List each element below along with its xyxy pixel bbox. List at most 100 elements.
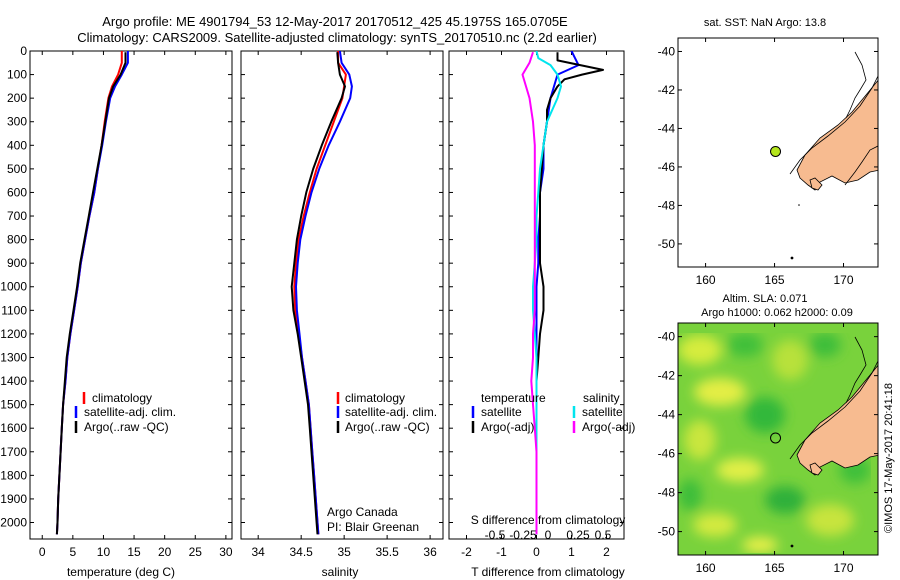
map-y-tick-label: -50: [658, 525, 676, 539]
island-dot: [790, 256, 794, 260]
y-tick-label: 400: [7, 138, 27, 152]
y-tick-label: 1400: [0, 374, 27, 388]
salinity-x-axis: 34 34.5 35 35.5 36: [252, 51, 437, 559]
imos-side-label: ©IMOS 17-May-2017 20:41:18: [883, 383, 895, 533]
map-y-tick-label: -48: [658, 486, 676, 500]
y-tick-label: 1500: [0, 398, 27, 412]
x-tick-label: 20: [158, 545, 172, 559]
map-y-tick-label: -46: [658, 160, 676, 174]
difference-top-xlabel: S difference from climatology: [471, 513, 626, 527]
y-tick-label: 1200: [0, 327, 27, 341]
y-tick-label: 200: [7, 91, 27, 105]
map-y-tick-label: -44: [658, 408, 676, 422]
x-tick-label: 0: [39, 545, 46, 559]
shelf-contour-north: [845, 51, 867, 119]
figure-subtitle: Climatology: CARS2009. Satellite-adjuste…: [77, 30, 597, 45]
sst-map-land: [789, 51, 878, 260]
y-tick-label: 1900: [0, 492, 27, 506]
y-tick-label: 900: [7, 256, 27, 270]
x-tick-label: -2: [461, 545, 472, 559]
x-tick-label: 35.5: [375, 545, 399, 559]
temperature-panel: 0100200300400500600700800900100011001200…: [0, 44, 233, 579]
shelf-contour-east: [844, 145, 878, 186]
map-x-tick-label: 170: [834, 273, 854, 287]
y-tick-label: 1700: [0, 445, 27, 459]
map-x-tick-label: 165: [765, 561, 785, 575]
salinity-axes-frame: [240, 50, 444, 540]
top-tick-label: -0.25: [509, 528, 537, 542]
legend-label-climatology: climatology: [345, 391, 405, 405]
depth-axis: 0 100 200 300 400 500 600 700 800 900 1000 1100 1200…: [0, 44, 232, 529]
legend-header-salinity: salinity: [583, 391, 620, 405]
y-tick-label: 1300: [0, 350, 27, 364]
difference-x-axis: -2 -1 0 1 2: [461, 51, 610, 559]
x-tick-label: 1: [568, 545, 575, 559]
map-x-tick-label: 160: [696, 273, 716, 287]
salinity-xlabel: salinity: [322, 565, 359, 579]
map-y-tick-label: -50: [658, 237, 676, 251]
temperature-series: [55, 51, 129, 535]
y-tick-label: 2000: [0, 515, 27, 529]
x-tick-label: 5: [70, 545, 77, 559]
top-tick-label: 0: [545, 528, 552, 542]
difference-legend: temperature salinity satellite Argo(-adj…: [471, 391, 635, 434]
shelf-contour-north: [845, 336, 867, 404]
legend-label-t-argo: Argo(-adj): [481, 420, 534, 434]
x-tick-label: 36: [423, 545, 437, 559]
salinity-legend: climatology satellite-adj. clim. Argo(..…: [336, 391, 437, 434]
map-x-tick-label: 160: [696, 561, 716, 575]
map-y-tick-label: -40: [658, 44, 676, 58]
shelf-contour-west: [789, 360, 878, 460]
temperature-xlabel: temperature (deg C): [67, 565, 175, 579]
map-y-tick-label: -42: [658, 83, 676, 97]
map-y-tick-label: -40: [658, 330, 676, 344]
sla-field-blobs: [678, 333, 871, 553]
salinity-series: [290, 51, 353, 535]
island-dot: [790, 544, 794, 548]
legend-label-s-satellite: satellite: [582, 405, 623, 419]
y-tick-label: 0: [20, 44, 27, 58]
legend-header-temperature: temperature: [481, 391, 546, 405]
sst-map: sat. SST: NaN Argo: 13.8 160 165 170 -40 -42…: [658, 17, 879, 287]
legend-label-satellite: satellite-adj. clim.: [345, 405, 437, 419]
x-tick-label: 10: [97, 545, 111, 559]
top-tick-label: 0.5: [595, 528, 612, 542]
map-x-tick-label: 165: [765, 273, 785, 287]
x-tick-label: 34: [252, 545, 266, 559]
map-y-tick-label: -44: [658, 121, 676, 135]
salinity-note-2: PI: Blair Greenan: [327, 520, 419, 534]
argo-profile-marker: [770, 145, 782, 157]
difference-depth-ticks: [449, 50, 624, 523]
x-tick-label: 35: [337, 545, 351, 559]
legend-label-s-argo: Argo(-adj): [582, 420, 635, 434]
y-tick-label: 800: [7, 233, 27, 247]
sst-map-frame: [677, 37, 879, 268]
difference-panel: -2 -1 0 1 2 temperature salinity satellite A…: [448, 50, 635, 579]
legend-label-t-satellite: satellite: [481, 405, 522, 419]
shelf-contour-west: [789, 75, 878, 175]
legend-label-argo: Argo(..raw -QC): [345, 420, 430, 434]
map-y-tick-label: -42: [658, 369, 676, 383]
salinity-difference-ticks: -0.5 -0.25 0 0.25 0.5: [485, 528, 612, 542]
x-tick-label: 15: [127, 545, 141, 559]
temperature-axes-frame: [29, 50, 233, 540]
series-line: [290, 52, 346, 535]
y-tick-label: 1000: [0, 280, 27, 294]
difference-xlabel: T difference from climatology: [471, 565, 625, 579]
argo-profile-marker: [770, 432, 782, 444]
y-tick-label: 700: [7, 209, 27, 223]
salinity-depth-ticks: [241, 50, 443, 523]
top-tick-label: 0.25: [566, 528, 590, 542]
y-tick-label: 500: [7, 162, 27, 176]
x-tick-label: 30: [219, 545, 233, 559]
sst-map-axes: 160 165 170 -40 -42 -44 -46 -48 -50: [658, 38, 878, 287]
y-tick-label: 600: [7, 185, 27, 199]
x-tick-label: 0: [533, 545, 540, 559]
y-tick-label: 100: [7, 68, 27, 82]
legend-label-climatology: climatology: [92, 391, 152, 405]
map-x-tick-label: 170: [834, 561, 854, 575]
y-tick-label: 300: [7, 115, 27, 129]
y-tick-label: 1100: [1, 303, 27, 317]
series-line: [55, 52, 127, 535]
